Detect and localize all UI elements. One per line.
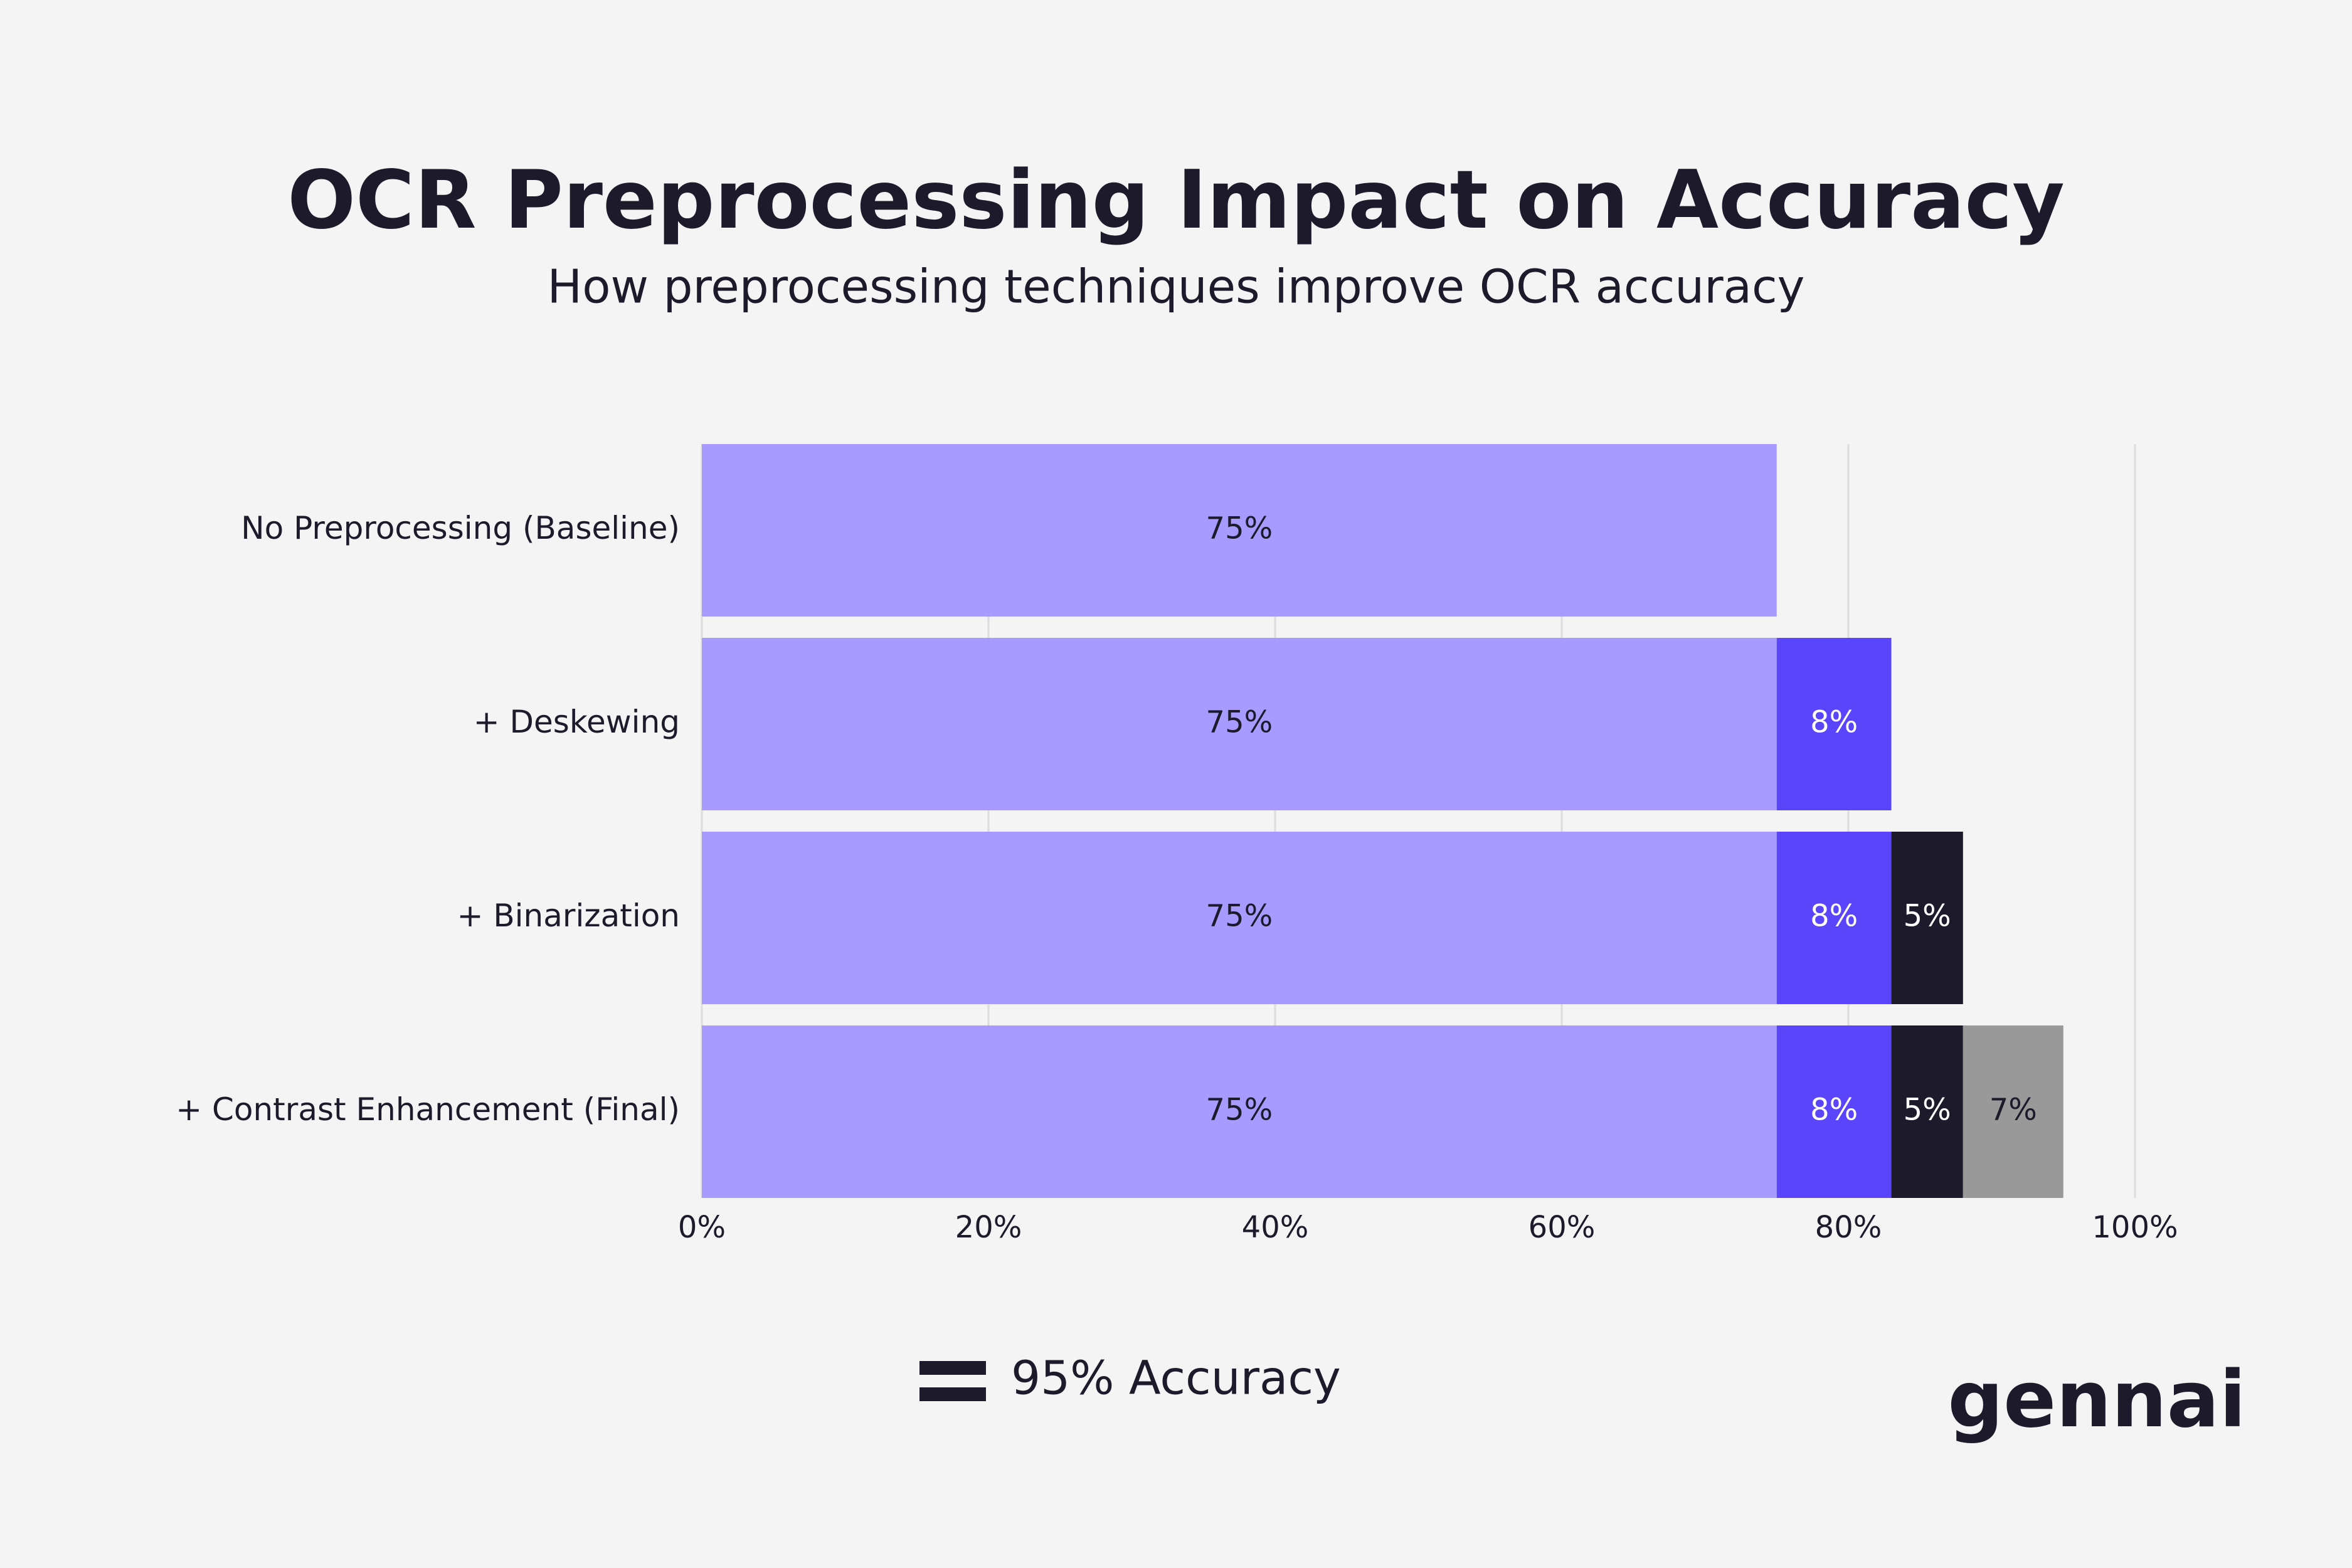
y-tick-label: No Preprocessing (Baseline) <box>241 510 680 546</box>
bar-segment <box>1891 832 1963 1004</box>
bar-segment <box>1776 1025 1892 1198</box>
legend-icon <box>919 1361 986 1375</box>
x-tick-label: 100% <box>2092 1210 2178 1245</box>
data-label: 75% <box>1206 1093 1273 1128</box>
bar-segment <box>1963 1025 2063 1198</box>
x-tick-label: 40% <box>1242 1210 1309 1245</box>
x-tick-label: 0% <box>678 1210 726 1245</box>
bar-segment <box>1776 832 1892 1004</box>
data-label: 8% <box>1810 705 1858 740</box>
bar-segment <box>702 1025 1777 1198</box>
chart-title: OCR Preprocessing Impact on Accuracy <box>287 154 2065 247</box>
bar-segment <box>702 832 1777 1004</box>
y-tick-label: + Deskewing <box>474 704 680 740</box>
bar-segment <box>702 444 1777 617</box>
bar-segment <box>702 638 1777 810</box>
bar-segment <box>1776 638 1892 810</box>
data-label: 5% <box>1904 899 1951 934</box>
data-label: 5% <box>1904 1093 1951 1128</box>
logo: gennai <box>1947 1355 2246 1445</box>
data-label: 75% <box>1206 899 1273 934</box>
legend-label: 95% Accuracy <box>1011 1352 1341 1406</box>
chart-subtitle: How preprocessing techniques improve OCR… <box>548 260 1805 314</box>
x-tick-label: 80% <box>1815 1210 1882 1245</box>
legend-icon <box>919 1387 986 1401</box>
x-tick-label: 20% <box>955 1210 1022 1245</box>
y-tick-label: + Binarization <box>457 898 680 934</box>
y-tick-label: + Contrast Enhancement (Final) <box>176 1091 680 1128</box>
bar-segment <box>1891 1025 1963 1198</box>
data-label: 75% <box>1206 705 1273 740</box>
data-label: 75% <box>1206 511 1273 546</box>
data-label: 8% <box>1810 1093 1858 1128</box>
data-label: 7% <box>1989 1093 2037 1128</box>
x-tick-label: 60% <box>1528 1210 1596 1245</box>
data-label: 8% <box>1810 899 1858 934</box>
